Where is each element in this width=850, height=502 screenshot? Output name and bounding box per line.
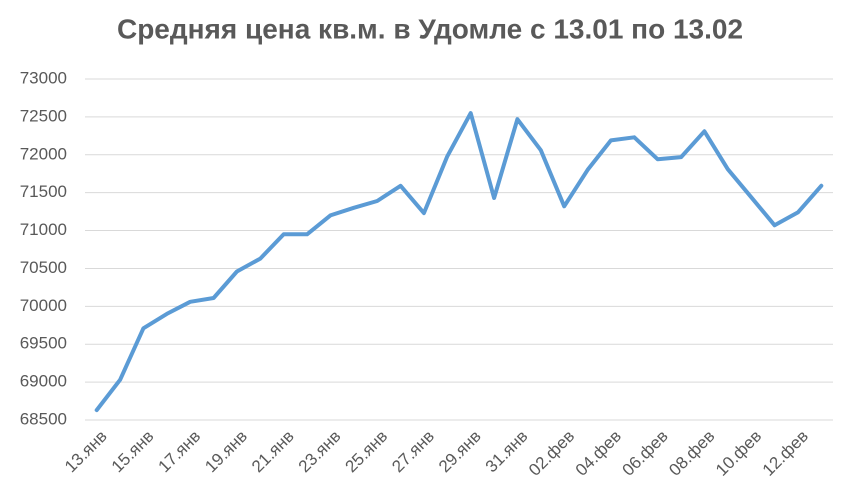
x-tick-label: 17.янв [155, 427, 205, 477]
y-tick-label: 70000 [20, 296, 67, 315]
y-tick-label: 73000 [20, 68, 67, 87]
x-tick-label: 15.янв [108, 427, 158, 477]
x-tick-label: 29.янв [435, 427, 485, 477]
y-tick-label: 71000 [20, 220, 67, 239]
x-tick-label: 10.фев [712, 427, 765, 480]
series-line [94, 111, 824, 413]
x-tick-label: 08.фев [665, 427, 718, 480]
y-tick-label: 70500 [20, 258, 67, 277]
x-tick-label: 13.янв [61, 427, 111, 477]
x-tick-label: 04.фев [572, 427, 625, 480]
x-tick-label: 23.янв [295, 427, 345, 477]
x-tick-label: 19.янв [201, 427, 251, 477]
x-tick-label: 06.фев [619, 427, 672, 480]
x-tick-label: 21.янв [248, 427, 298, 477]
y-tick-label: 72500 [20, 106, 67, 125]
y-tick-label: 72000 [20, 144, 67, 163]
y-tick-label: 69000 [20, 372, 67, 391]
y-tick-label: 71500 [20, 182, 67, 201]
x-tick-label: 27.янв [388, 427, 438, 477]
x-tick-label: 31.янв [482, 427, 532, 477]
x-tick-label: 12.фев [759, 427, 812, 480]
y-tick-label: 68500 [20, 409, 67, 428]
x-tick-label: 25.янв [342, 427, 392, 477]
chart-title: Средняя цена кв.м. в Удомле с 13.01 по 1… [117, 13, 743, 44]
y-tick-label: 69500 [20, 334, 67, 353]
x-tick-label: 02.фев [525, 427, 578, 480]
